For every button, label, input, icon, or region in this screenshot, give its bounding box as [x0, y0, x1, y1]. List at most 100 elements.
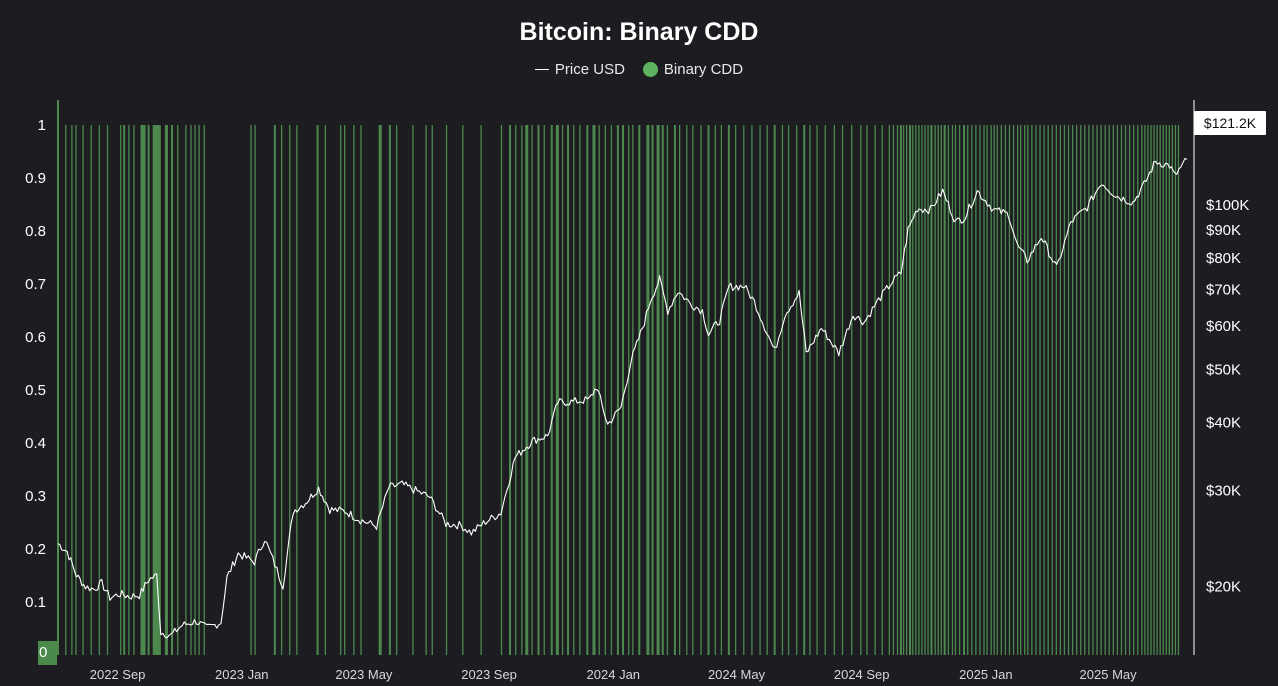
cdd-bar: [661, 125, 664, 655]
cdd-bar: [816, 125, 818, 655]
cdd-bar: [986, 125, 988, 655]
y-right-tick-label: $70K: [1206, 282, 1241, 299]
cdd-bar: [638, 125, 641, 655]
cdd-bar: [1031, 125, 1033, 655]
cdd-bar: [906, 125, 908, 655]
cdd-bar: [431, 125, 433, 655]
cdd-bars: [65, 125, 1180, 655]
y-left-tick-label: 0.7: [25, 276, 46, 293]
legend: Price USD Binary CDD: [0, 61, 1278, 78]
cdd-bar: [344, 125, 346, 655]
cdd-bar: [773, 125, 776, 655]
y-left-tick-label: 1: [38, 117, 46, 134]
price-line-swatch-icon: [534, 69, 549, 70]
cdd-bar: [796, 125, 798, 655]
x-tick-label: 2022 Sep: [90, 667, 146, 682]
cdd-bar: [930, 125, 933, 655]
cdd-bar: [1016, 125, 1019, 655]
right-axis-ticks: $20K $30K $40K $50K $60K $70K $80K $90K $100K: [1206, 197, 1249, 596]
x-tick-label: 2025 May: [1080, 667, 1138, 682]
cdd-bar: [646, 125, 650, 655]
price-series: [57, 158, 1188, 639]
cdd-bar: [567, 125, 570, 655]
cdd-bar: [990, 125, 992, 655]
cdd-bar: [866, 125, 868, 655]
y-right-tick-label: $90K: [1206, 222, 1241, 239]
cdd-bar: [902, 125, 905, 655]
legend-label-price: Price USD: [554, 61, 625, 78]
cdd-bar: [1100, 125, 1102, 655]
cdd-bar: [1162, 125, 1164, 655]
cdd-bar: [915, 125, 917, 655]
cdd-bar: [1000, 125, 1002, 655]
cdd-bar: [388, 125, 391, 655]
cdd-bar: [751, 125, 753, 655]
cdd-bar: [106, 125, 109, 655]
cdd-bar: [707, 125, 710, 655]
cdd-bar: [296, 125, 298, 655]
x-tick-label: 2023 Jan: [215, 667, 269, 682]
cdd-bar: [152, 125, 161, 655]
cdd-bar: [586, 125, 589, 655]
cdd-bar: [996, 125, 998, 655]
cdd-bar: [899, 125, 902, 655]
cdd-bar: [1092, 125, 1094, 655]
cdd-bar: [508, 125, 512, 655]
legend-item-cdd[interactable]: Binary CDD: [642, 61, 744, 78]
cdd-bar: [280, 125, 283, 655]
cdd-bar: [921, 125, 923, 655]
cdd-bar: [171, 125, 174, 655]
cdd-bar: [254, 125, 256, 655]
cdd-bar: [1174, 125, 1177, 655]
cdd-bar: [734, 125, 737, 655]
y-left-tick-label: 0.9: [25, 170, 46, 187]
cdd-bar: [841, 125, 844, 655]
x-axis-ticks: 2022 Sep 2023 Jan 2023 May 2023 Sep 2024 Jan…: [90, 667, 1137, 682]
x-tick-label: 2024 Jan: [587, 667, 641, 682]
cdd-bar: [480, 125, 482, 655]
cdd-bar: [1051, 125, 1053, 655]
legend-label-cdd: Binary CDD: [663, 61, 744, 78]
cdd-bar: [951, 125, 954, 655]
cdd-bar: [1059, 125, 1062, 655]
y-right-tick-label: $20K: [1206, 579, 1241, 596]
cdd-bar: [700, 125, 702, 655]
cdd-bar: [1047, 125, 1049, 655]
cdd-bar: [123, 125, 126, 655]
cdd-bar: [1116, 125, 1119, 655]
cdd-bar: [975, 125, 977, 655]
left-axis-ticks: 00.10.20.30.40.50.60.70.80.91: [25, 117, 46, 664]
cdd-bar: [500, 125, 503, 655]
cdd-bar: [632, 125, 634, 655]
cdd-bar: [727, 125, 730, 655]
y-right-tick-label: $80K: [1206, 250, 1241, 267]
cdd-bar: [1076, 125, 1078, 655]
legend-item-price[interactable]: Price USD: [534, 61, 625, 78]
cdd-bar: [550, 125, 553, 655]
cdd-bar: [120, 125, 122, 655]
cdd-bar: [515, 125, 517, 655]
cdd-bar: [1108, 125, 1110, 655]
cdd-bar: [1027, 125, 1029, 655]
cdd-bar: [573, 125, 575, 655]
x-tick-label: 2023 Sep: [461, 667, 517, 682]
cdd-bar: [1088, 125, 1090, 655]
cdd-bar: [1133, 125, 1135, 655]
cdd-bar: [353, 125, 355, 655]
cdd-bar: [579, 125, 581, 655]
cdd-bar: [963, 125, 966, 655]
cdd-bar: [967, 125, 969, 655]
cdd-bar: [521, 125, 523, 655]
cdd-bar: [616, 125, 619, 655]
cdd-bar: [1024, 125, 1026, 655]
cdd-bar: [912, 125, 914, 655]
cdd-bar: [1104, 125, 1106, 655]
cdd-bar: [909, 125, 912, 655]
cdd-bar: [824, 125, 826, 655]
cdd-bar: [395, 125, 398, 655]
cdd-bar: [940, 125, 942, 655]
cdd-bar: [610, 125, 613, 655]
cdd-bar: [888, 125, 890, 655]
cdd-bar: [543, 125, 545, 655]
